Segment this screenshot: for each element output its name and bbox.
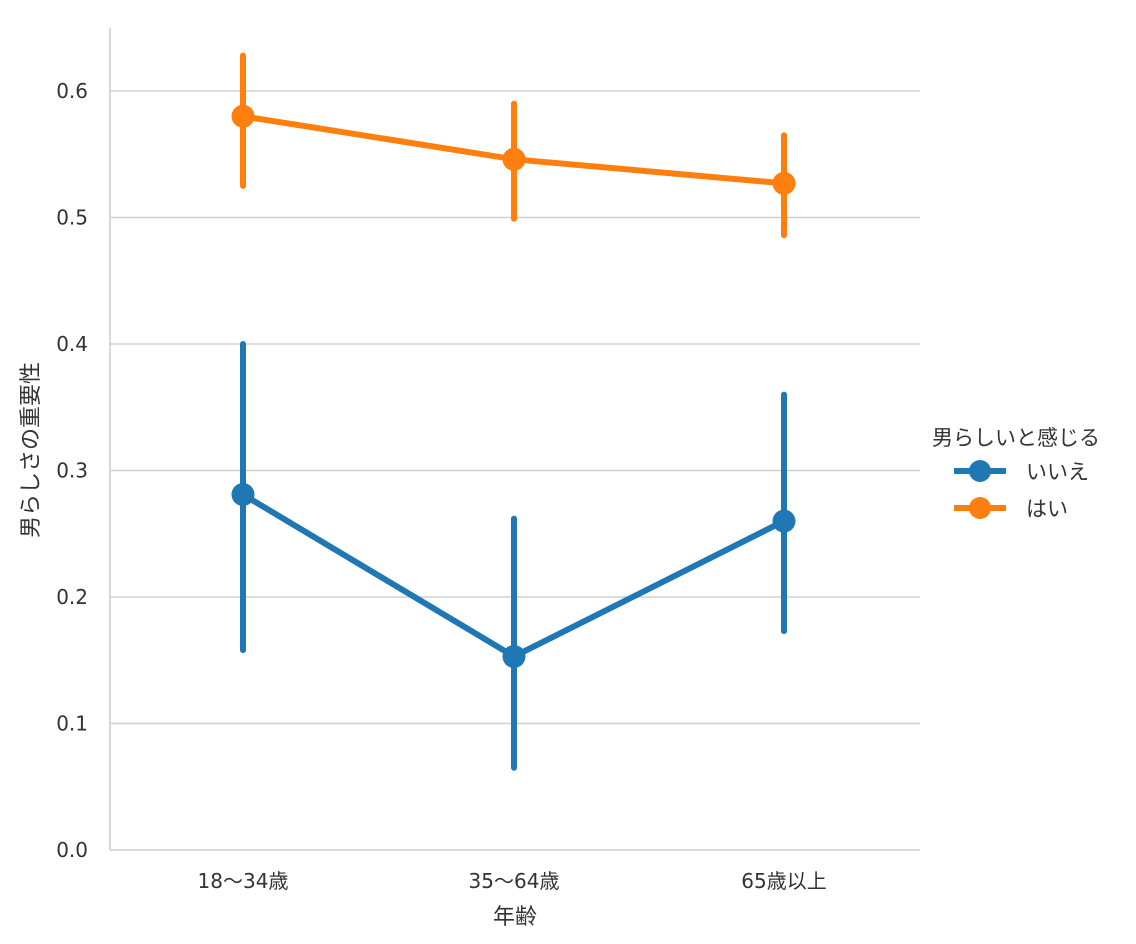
y-tick-label: 0.6 (56, 79, 88, 103)
x-axis-label: 年齢 (493, 905, 537, 930)
legend-item: いいえ (954, 460, 1089, 484)
x-tick-labels: 18〜34歳 35〜64歳 65歳以上 (198, 869, 827, 893)
y-axis-label: 男らしさの重要性 (19, 362, 44, 538)
y-tick-label: 0.1 (56, 712, 88, 736)
series-hai (231, 52, 796, 239)
data-point (502, 147, 526, 171)
y-tick-label: 0.3 (56, 459, 88, 483)
y-tick-label: 0.0 (56, 838, 88, 862)
data-point (772, 509, 796, 533)
y-tick-label: 0.2 (56, 585, 88, 609)
series-iie (231, 341, 796, 771)
legend-title: 男らしいと感じる (932, 426, 1100, 450)
legend-label: はい (1026, 497, 1068, 521)
legend-label: いいえ (1026, 460, 1089, 484)
x-tick-label: 18〜34歳 (198, 869, 289, 893)
legend-item: はい (954, 497, 1068, 521)
x-tick-label: 65歳以上 (741, 869, 826, 893)
y-tick-label: 0.4 (56, 332, 88, 356)
x-tick-label: 35〜64歳 (469, 869, 560, 893)
data-point (231, 483, 255, 507)
y-tick-label: 0.5 (56, 206, 88, 230)
data-point (502, 644, 526, 668)
data-point (231, 104, 255, 128)
y-tick-labels: 0.0 0.1 0.2 0.3 0.4 0.5 0.6 (56, 79, 88, 862)
series-marks (231, 52, 796, 771)
legend-swatch-marker (969, 460, 991, 482)
axes-spines (109, 28, 920, 851)
data-point (772, 171, 796, 195)
legend-swatch-marker (969, 497, 991, 519)
